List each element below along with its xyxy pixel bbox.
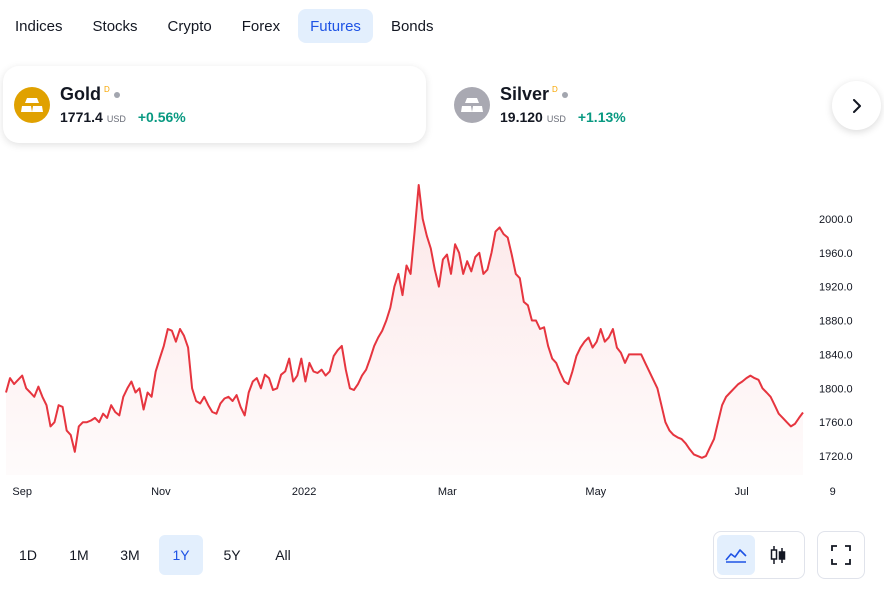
tab-bonds[interactable]: Bonds <box>390 17 434 35</box>
chevron-right-icon <box>852 98 861 113</box>
tab-futures[interactable]: Futures <box>298 9 373 43</box>
range-1d[interactable]: 1D <box>19 547 37 563</box>
price-row: 19.120 USD +1.13% <box>500 109 626 125</box>
y-tick-label: 1720.0 <box>819 451 853 463</box>
x-tick-label: 2022 <box>292 486 316 498</box>
candles-chart-button[interactable] <box>759 535 797 575</box>
range-3m[interactable]: 3M <box>120 547 140 563</box>
asset-currency: USD <box>106 114 126 124</box>
tab-stocks[interactable]: Stocks <box>92 17 138 35</box>
asset-name: Gold <box>60 84 101 104</box>
asset-price: 19.120 <box>500 109 543 125</box>
gold-bars-icon <box>14 86 50 123</box>
x-tick-label: Jul <box>735 486 749 498</box>
asset-card-silver[interactable]: Silver D 19.120 USD +1.13% <box>443 66 866 143</box>
asset-name-row: Gold D <box>60 84 186 105</box>
chart-type-group <box>713 531 805 579</box>
price-row: 1771.4 USD +0.56% <box>60 109 186 125</box>
area-chart-button[interactable] <box>717 535 755 575</box>
x-tick-label: Mar <box>438 486 457 498</box>
market-tabs: Indices Stocks Crypto Forex Futures Bonds <box>3 9 451 43</box>
asset-cards: Gold D 1771.4 USD +0.56% Silver D 19.120… <box>3 66 884 144</box>
delay-badge: D <box>552 85 558 94</box>
silver-bars-icon <box>454 86 490 123</box>
tab-crypto[interactable]: Crypto <box>167 17 212 35</box>
tab-indices[interactable]: Indices <box>15 17 63 35</box>
x-tick-label: 9 <box>830 486 836 498</box>
asset-card-gold[interactable]: Gold D 1771.4 USD +0.56% <box>3 66 426 143</box>
area-chart-icon <box>725 549 747 563</box>
y-tick-label: 1960.0 <box>819 248 853 260</box>
range-selector: 1D 1M 3M 1Y 5Y All <box>6 535 312 575</box>
range-all[interactable]: All <box>275 547 291 563</box>
x-tick-label: Nov <box>151 486 171 498</box>
asset-change: +0.56% <box>137 109 186 125</box>
asset-name-row: Silver D <box>500 84 626 105</box>
y-tick-label: 1880.0 <box>819 316 853 328</box>
delay-badge: D <box>104 85 110 94</box>
range-1y[interactable]: 1Y <box>159 535 203 575</box>
asset-info: Silver D 19.120 USD +1.13% <box>500 84 626 125</box>
range-1m[interactable]: 1M <box>69 547 89 563</box>
y-tick-label: 2000.0 <box>819 214 853 226</box>
y-tick-label: 1760.0 <box>819 417 853 429</box>
next-button[interactable] <box>832 81 881 130</box>
x-tick-label: Sep <box>12 486 32 498</box>
y-tick-label: 1840.0 <box>819 349 853 361</box>
asset-currency: USD <box>546 114 566 124</box>
status-dot <box>113 92 120 98</box>
asset-price: 1771.4 <box>60 109 103 125</box>
price-area-fill <box>6 185 803 475</box>
fullscreen-icon <box>831 545 851 565</box>
asset-name: Silver <box>500 84 550 104</box>
range-5y[interactable]: 5Y <box>223 547 241 563</box>
price-line <box>5 184 804 459</box>
status-dot <box>561 92 568 98</box>
price-chart[interactable]: 2000.0 1960.0 1920.0 1880.0 1840.0 1800.0 1760… <box>0 170 884 510</box>
asset-info: Gold D 1771.4 USD +0.56% <box>60 84 186 125</box>
asset-change: +1.13% <box>577 109 626 125</box>
fullscreen-button[interactable] <box>817 531 865 579</box>
candles-icon <box>770 546 786 564</box>
y-tick-label: 1800.0 <box>819 383 853 395</box>
x-tick-label: May <box>585 486 606 498</box>
y-tick-label: 1920.0 <box>819 282 853 294</box>
tab-forex[interactable]: Forex <box>241 17 281 35</box>
